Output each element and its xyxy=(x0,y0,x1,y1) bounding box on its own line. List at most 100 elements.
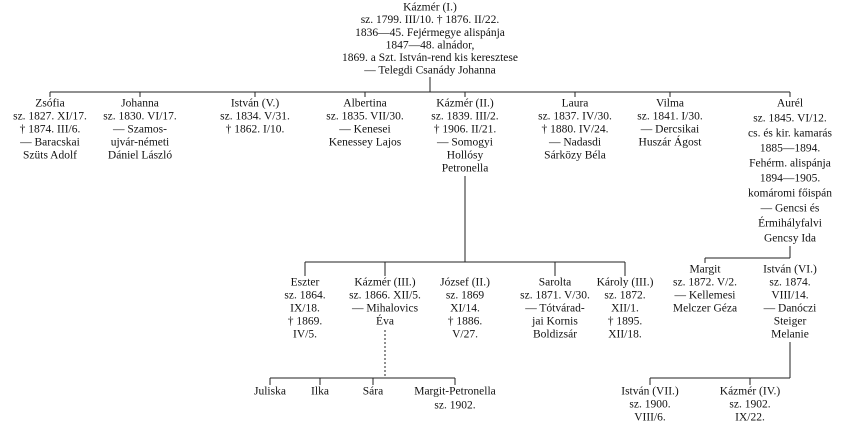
person-detail: — Mihalovics xyxy=(351,303,419,315)
person-detail: Dániel László xyxy=(108,150,172,162)
person-detail: sz. 1871. V/30. xyxy=(520,290,590,302)
person-detail: Hollósy xyxy=(447,150,484,162)
person-detail: — Dercsikai xyxy=(640,124,699,136)
person-node: Kázmér (III.)sz. 1866. XII/5.— Mihalovic… xyxy=(349,277,421,328)
person-name: Eszter xyxy=(291,277,320,289)
person-detail: cs. és kir. kamarás xyxy=(748,128,833,140)
person-node: Kázmér (IV.)sz. 1902.IX/22. xyxy=(720,386,781,424)
person-detail: IX/22. xyxy=(735,412,765,424)
person-name: Laura xyxy=(562,98,589,110)
person-detail: XII/18. xyxy=(608,329,642,341)
person-detail: VIII/6. xyxy=(634,412,666,424)
person-detail: Érmihályfalvi xyxy=(758,216,822,230)
person-detail: — Szamos- xyxy=(112,124,167,136)
person-detail: 1894—1905. xyxy=(760,173,821,185)
person-detail: 1885—1894. xyxy=(760,143,821,155)
person-node: István (VII.)sz. 1900.VIII/6. xyxy=(621,386,679,424)
person-node: Juliska xyxy=(254,386,286,398)
person-name: Johanna xyxy=(121,98,159,110)
person-name: Sára xyxy=(363,386,383,398)
person-detail: IV/5. xyxy=(293,329,317,341)
person-detail: † 1886. xyxy=(448,316,483,328)
person-name: Sarolta xyxy=(539,277,572,289)
person-detail: Huszár Ágost xyxy=(639,135,703,149)
person-detail: † 1880. IV/24. xyxy=(541,124,608,136)
person-name: István (VI.) xyxy=(763,264,817,276)
person-detail: — Kellemesi xyxy=(674,290,736,302)
person-name: József (II.) xyxy=(440,277,490,289)
person-detail: † 1869. xyxy=(288,316,323,328)
person-detail: † 1895. xyxy=(608,316,643,328)
person-detail: XII/1. xyxy=(611,303,639,315)
person-node: Károly (III.)sz. 1872.XII/1.† 1895.XII/1… xyxy=(597,277,654,341)
person-detail: — Gencsi és xyxy=(760,203,820,215)
person-node: Ilka xyxy=(311,386,329,398)
person-detail: Gencsy Ida xyxy=(764,233,816,245)
person-detail: sz. 1845. VI/12. xyxy=(753,113,827,125)
person-name: Margit-Petronella xyxy=(414,386,496,398)
person-detail: Melczer Géza xyxy=(673,303,737,315)
person-node: Kázmér (I.)sz. 1799. III/10. † 1876. II/… xyxy=(342,2,518,77)
person-detail: — Telegdi Csanády Johanna xyxy=(363,65,496,77)
person-detail: Szüts Adolf xyxy=(23,150,77,162)
person-detail: † 1874. III/6. xyxy=(20,124,81,136)
person-detail: Boldizsár xyxy=(533,329,577,341)
person-name: Kázmér (III.) xyxy=(354,277,415,289)
person-node: Aurél sz. 1845. VI/12. cs. és kir. kamarás… xyxy=(748,98,833,245)
person-name: Margit xyxy=(689,264,721,276)
person-name: Károly (III.) xyxy=(597,277,654,289)
person-detail: sz. 1841. I/30. xyxy=(637,111,703,123)
person-detail: sz. 1864. xyxy=(284,290,325,302)
person-detail: sz. 1799. III/10. † 1876. II/22. xyxy=(361,14,500,26)
person-detail: — Danóczi xyxy=(763,303,817,315)
person-name: Albertina xyxy=(343,98,386,110)
person-name: Juliska xyxy=(254,386,286,398)
person-name: István (V.) xyxy=(231,98,280,110)
person-detail: 1869. a Szt. István-rend kis keresztese xyxy=(342,52,518,64)
person-detail: — Baracskai xyxy=(19,137,80,149)
connectors xyxy=(49,77,791,385)
person-name: István (VII.) xyxy=(621,386,679,398)
person-detail: — Tótvárad- xyxy=(524,303,585,315)
person-name: Ilka xyxy=(311,386,329,398)
person-detail: † 1862. I/10. xyxy=(226,124,285,136)
person-detail: sz. 1869 xyxy=(446,290,485,302)
person-detail: † 1906. II/21. xyxy=(434,124,497,136)
person-detail: sz. 1837. IV/30. xyxy=(538,111,612,123)
person-detail: sz. 1900. xyxy=(629,399,670,411)
person-detail: Fehérm. alispánja xyxy=(749,158,831,170)
person-detail: sz. 1872. xyxy=(604,290,645,302)
person-name: Vilma xyxy=(656,98,684,110)
person-name: Kázmér (I.) xyxy=(403,2,457,14)
person-detail: jai Kornis xyxy=(531,316,578,328)
person-detail: Steiger xyxy=(774,316,807,328)
person-detail: 1836—45. Fejérmegye alispánja xyxy=(355,27,505,39)
person-detail: Kenessey Lajos xyxy=(329,137,402,149)
person-detail: sz. 1834. V/31. xyxy=(220,111,290,123)
person-name: Kázmér (II.) xyxy=(436,98,494,110)
person-detail: sz. 1830. VI/17. xyxy=(103,111,177,123)
person-detail: ujvár-németi xyxy=(111,137,170,149)
person-detail: komáromi főispán xyxy=(748,188,832,200)
person-detail: sz. 1835. VII/30. xyxy=(326,111,404,123)
person-detail: sz. 1902. xyxy=(729,399,770,411)
person-detail: Petronella xyxy=(442,163,489,175)
person-node: Margit-Petronella sz. 1902. xyxy=(414,386,496,412)
person-name: Kázmér (IV.) xyxy=(720,386,781,398)
person-detail: sz. 1827. XI/17. xyxy=(13,111,87,123)
person-name: Aurél xyxy=(777,98,803,110)
person-node: István (VI.)sz. 1874.VIII/14.— DanócziSt… xyxy=(763,264,817,341)
person-detail: — Kenesei xyxy=(338,124,390,136)
person-name: Zsófia xyxy=(35,98,64,110)
person-detail: sz. 1872. V/2. xyxy=(673,277,737,289)
person-detail: — Somogyi xyxy=(436,137,493,149)
